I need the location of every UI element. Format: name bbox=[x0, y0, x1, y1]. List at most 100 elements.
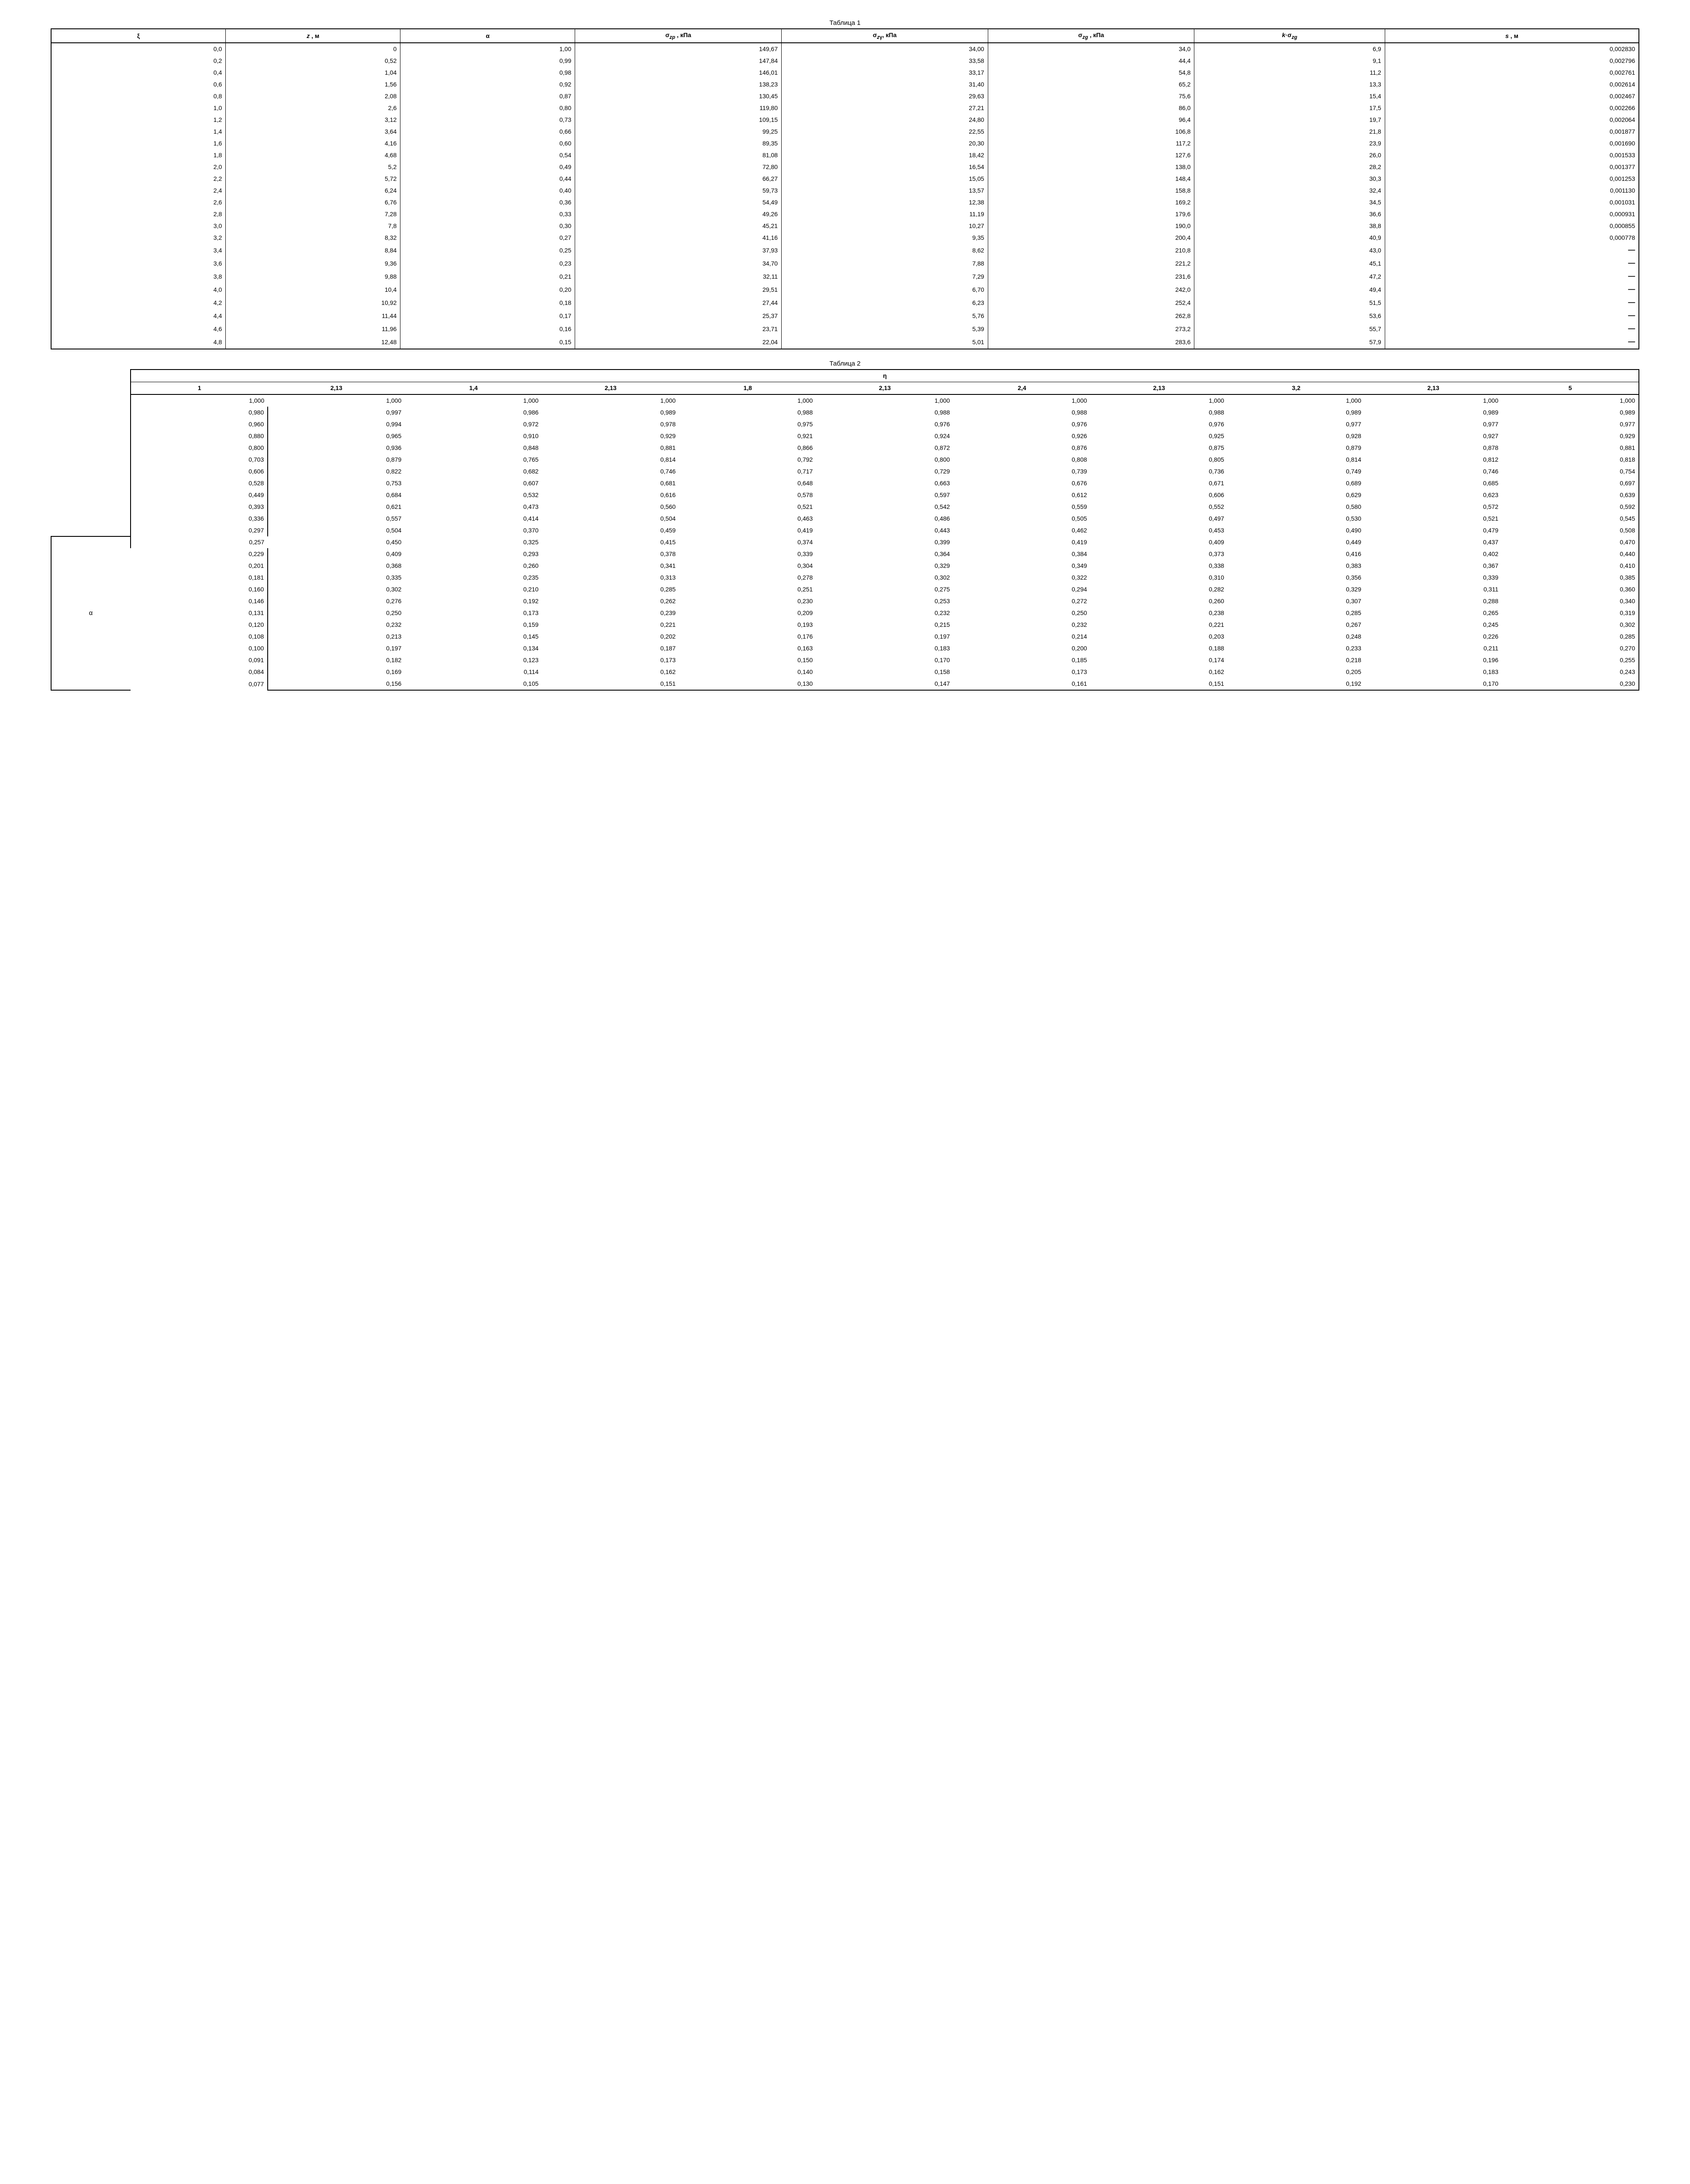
table2-cell: 0,108 bbox=[131, 631, 268, 643]
table2-cell: 0,997 bbox=[268, 407, 405, 418]
table2-cell: 0,663 bbox=[816, 477, 953, 489]
table2-cell: 0,203 bbox=[1090, 631, 1228, 643]
table1-cell: 54,49 bbox=[575, 197, 782, 208]
table2-cell: 0,275 bbox=[816, 584, 953, 595]
table1-cell: 19,7 bbox=[1194, 114, 1385, 126]
table1-cell: 0,002064 bbox=[1385, 114, 1639, 126]
table1-cell: 17,5 bbox=[1194, 102, 1385, 114]
table2-cell: 0,402 bbox=[1365, 548, 1502, 560]
table2-subheader-8: 3,2 bbox=[1228, 382, 1365, 395]
table1-cell: 0,16 bbox=[400, 322, 575, 335]
table2-cell: 0,196 bbox=[1365, 654, 1502, 666]
table1-cell: 149,67 bbox=[575, 43, 782, 55]
table1-cell: 2,0 bbox=[51, 161, 226, 173]
table1-row: 0,001,00149,6734,0034,06,90,002830 bbox=[51, 43, 1639, 55]
table1-cell: 252,4 bbox=[988, 296, 1194, 309]
table1-cell: 31,40 bbox=[781, 79, 988, 90]
table1-cell: 146,01 bbox=[575, 67, 782, 79]
table1-cell: 2,6 bbox=[51, 197, 226, 208]
table2-cell: 0,176 bbox=[679, 631, 816, 643]
table1-cell: 7,29 bbox=[781, 270, 988, 283]
table2-cell: 0,232 bbox=[816, 607, 953, 619]
table1-cell: 0,66 bbox=[400, 126, 575, 138]
table1-cell: 51,5 bbox=[1194, 296, 1385, 309]
table2-cell: 0,936 bbox=[268, 442, 405, 454]
table1-cell: 231,6 bbox=[988, 270, 1194, 283]
table1-cell: 47,2 bbox=[1194, 270, 1385, 283]
table2-cell: 0,814 bbox=[1228, 454, 1365, 466]
table1-cell: — bbox=[1385, 296, 1639, 309]
table2-cell: 0,490 bbox=[1228, 525, 1365, 536]
table1-cell: 59,73 bbox=[575, 185, 782, 197]
table2-cell: 0,880 bbox=[131, 430, 268, 442]
table1-cell: 4,68 bbox=[226, 149, 400, 161]
table1-cell: 33,17 bbox=[781, 67, 988, 79]
table1-cell: 0,0 bbox=[51, 43, 226, 55]
table2-row: 0,9600,9940,9720,9780,9750,9760,9760,976… bbox=[51, 418, 1639, 430]
table2-subheader-5: 2,13 bbox=[816, 382, 953, 395]
table2-cell: 0,173 bbox=[405, 607, 542, 619]
table1-cell: 1,00 bbox=[400, 43, 575, 55]
table1-cell: — bbox=[1385, 322, 1639, 335]
table1-cell: 15,4 bbox=[1194, 90, 1385, 102]
table2-cell: 0,338 bbox=[1090, 560, 1228, 572]
table1-cell: 0,44 bbox=[400, 173, 575, 185]
table1-cell: 25,37 bbox=[575, 309, 782, 322]
table2-cell: 0,629 bbox=[1228, 489, 1365, 501]
table2-cell: 0,339 bbox=[679, 548, 816, 560]
table2-cell: 0,245 bbox=[1365, 619, 1502, 631]
table2-cell: 0,250 bbox=[953, 607, 1090, 619]
table1-cell: 49,4 bbox=[1194, 283, 1385, 296]
table1-cell: 0,001377 bbox=[1385, 161, 1639, 173]
table2-cell: 0,960 bbox=[131, 418, 268, 430]
table1-cell: 0,001031 bbox=[1385, 197, 1639, 208]
table1-cell: 13,3 bbox=[1194, 79, 1385, 90]
table2-cell: 0,717 bbox=[679, 466, 816, 477]
table2-cell: 0,213 bbox=[268, 631, 405, 643]
table1-cell: 210,8 bbox=[988, 244, 1194, 257]
table2-cell: 0,158 bbox=[816, 666, 953, 678]
table2-row: 0,8000,9360,8480,8810,8660,8720,8760,875… bbox=[51, 442, 1639, 454]
table2-cell: 0,977 bbox=[1365, 418, 1502, 430]
table2-cell: 0,267 bbox=[1228, 619, 1365, 631]
table1-row: 3,07,80,3045,2110,27190,038,80,000855 bbox=[51, 220, 1639, 232]
table2-cell: 0,504 bbox=[542, 513, 679, 525]
table1-row: 1,43,640,6699,2522,55106,821,80,001877 bbox=[51, 126, 1639, 138]
table2-cell: 0,214 bbox=[953, 631, 1090, 643]
table2-cell: 0,497 bbox=[1090, 513, 1228, 525]
table2-cell: 0,202 bbox=[542, 631, 679, 643]
table2-cell: 0,272 bbox=[953, 595, 1090, 607]
table1-cell: 1,8 bbox=[51, 149, 226, 161]
table2-cell: 0,578 bbox=[679, 489, 816, 501]
table1-row: 0,41,040,98146,0133,1754,811,20,002761 bbox=[51, 67, 1639, 79]
table1-cell: 34,70 bbox=[575, 257, 782, 270]
table2-cell: 0,875 bbox=[1090, 442, 1228, 454]
table2-row: 0,7030,8790,7650,8140,7920,8000,8080,805… bbox=[51, 454, 1639, 466]
table2-row: 0,0770,1560,1050,1510,1300,1470,1610,151… bbox=[51, 678, 1639, 690]
table2-cell: 0,597 bbox=[816, 489, 953, 501]
table1-cell: 3,0 bbox=[51, 220, 226, 232]
table2-cell: 0,876 bbox=[953, 442, 1090, 454]
table1-cell: 0,8 bbox=[51, 90, 226, 102]
table2-cell: 0,685 bbox=[1365, 477, 1502, 489]
table1-cell: 283,6 bbox=[988, 335, 1194, 349]
table2-cell: 0,878 bbox=[1365, 442, 1502, 454]
table2-cell: 0,470 bbox=[1502, 536, 1639, 548]
table2-cell: 0,505 bbox=[953, 513, 1090, 525]
table1-cell: 10,92 bbox=[226, 296, 400, 309]
table2-cell: 0,818 bbox=[1502, 454, 1639, 466]
table2-row: 0,8800,9650,9100,9290,9210,9240,9260,925… bbox=[51, 430, 1639, 442]
table1-cell: 148,4 bbox=[988, 173, 1194, 185]
table2-cell: 0,975 bbox=[679, 418, 816, 430]
table1-cell: 15,05 bbox=[781, 173, 988, 185]
table2-row: 0,9800,9970,9860,9890,9880,9880,9880,988… bbox=[51, 407, 1639, 418]
table1-cell: 0,54 bbox=[400, 149, 575, 161]
table2-cell: 0,262 bbox=[542, 595, 679, 607]
table1-header-2: α bbox=[400, 29, 575, 43]
table2-cell: 0,988 bbox=[1090, 407, 1228, 418]
table2-cell: 0,416 bbox=[1228, 548, 1365, 560]
table1-cell: 7,88 bbox=[781, 257, 988, 270]
table1-row: 1,64,160,6089,3520,30117,223,90,001690 bbox=[51, 138, 1639, 149]
table2-cell: 0,409 bbox=[1090, 536, 1228, 548]
table1-cell: 0,000855 bbox=[1385, 220, 1639, 232]
